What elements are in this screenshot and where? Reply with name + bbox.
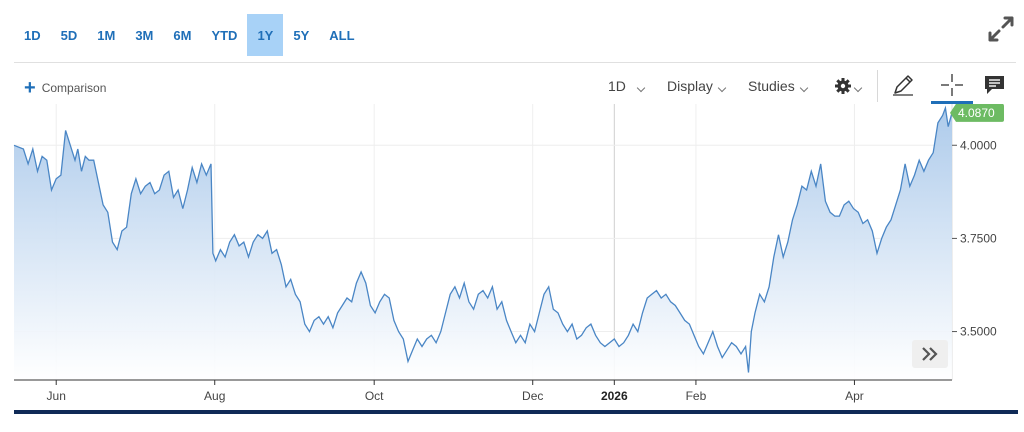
range-button-ytd[interactable]: YTD (211, 27, 238, 43)
chevron-down-icon (799, 83, 808, 93)
price-tag-background (950, 104, 1004, 122)
range-button-5d[interactable]: 5D (60, 27, 78, 43)
price-chart[interactable]: Jun Aug Oct Dec 2026 Feb Apr 4.0000 3.7500 3.500… (0, 104, 1024, 410)
expand-icon[interactable] (986, 14, 1016, 44)
range-button-1m[interactable]: 1M (97, 27, 116, 43)
header-divider (14, 62, 1016, 63)
scroll-forward-button[interactable] (912, 340, 948, 368)
pencil-icon[interactable] (890, 72, 916, 98)
price-line (13, 105, 953, 373)
toolbar-separator (877, 70, 878, 102)
crosshair-active-indicator (931, 101, 973, 104)
last-price-tag: 4.0870 (950, 104, 1004, 122)
chevron-down-icon (636, 83, 646, 93)
x-tick-label: Aug (204, 389, 225, 403)
last-price-label: 4.0870 (958, 106, 995, 120)
plus-icon: + (24, 77, 36, 99)
x-tick-label: Dec (522, 389, 543, 403)
range-button-all[interactable]: ALL (329, 27, 355, 43)
range-button-5y[interactable]: 5Y (293, 27, 310, 43)
settings-dropdown[interactable] (834, 76, 863, 96)
chevron-down-icon (717, 83, 727, 93)
y-axis: 4.0000 3.7500 3.5000 (952, 138, 997, 339)
double-chevron-right-icon (922, 347, 938, 361)
chevron-down-icon (853, 83, 863, 93)
crosshair-icon[interactable] (939, 72, 965, 98)
comparison-label: Comparison (41, 81, 107, 95)
range-button-1y[interactable]: 1Y (247, 14, 284, 56)
interval-dropdown[interactable]: 1D (608, 76, 646, 96)
price-area-fill (14, 108, 952, 380)
x-tick-label: Apr (845, 389, 864, 403)
y-tick-label: 3.5000 (960, 325, 997, 339)
navigator-bar (14, 410, 1018, 414)
display-label: Display (667, 78, 713, 94)
x-tick-label: Jun (47, 389, 66, 403)
x-axis: Jun Aug Oct Dec 2026 Feb Apr (47, 380, 864, 403)
studies-label: Studies (748, 78, 795, 94)
gear-icon (835, 78, 851, 94)
range-button-6m[interactable]: 6M (173, 27, 192, 43)
interval-label: 1D (608, 78, 626, 94)
x-tick-label: Feb (686, 389, 707, 403)
comparison-button[interactable]: + Comparison (24, 77, 107, 99)
range-selector: 1D 5D 1M 3M 6M YTD 1Y 5Y ALL (14, 14, 365, 56)
x-tick-label: 2026 (601, 389, 628, 403)
y-tick-label: 3.7500 (960, 231, 997, 245)
comment-icon[interactable] (982, 72, 1008, 98)
y-tick-label: 4.0000 (960, 138, 997, 152)
x-tick-label: Oct (365, 389, 384, 403)
display-dropdown[interactable]: Display (667, 76, 727, 96)
range-button-3m[interactable]: 3M (135, 27, 154, 43)
range-button-1d[interactable]: 1D (24, 27, 41, 43)
studies-dropdown[interactable]: Studies (748, 76, 808, 96)
